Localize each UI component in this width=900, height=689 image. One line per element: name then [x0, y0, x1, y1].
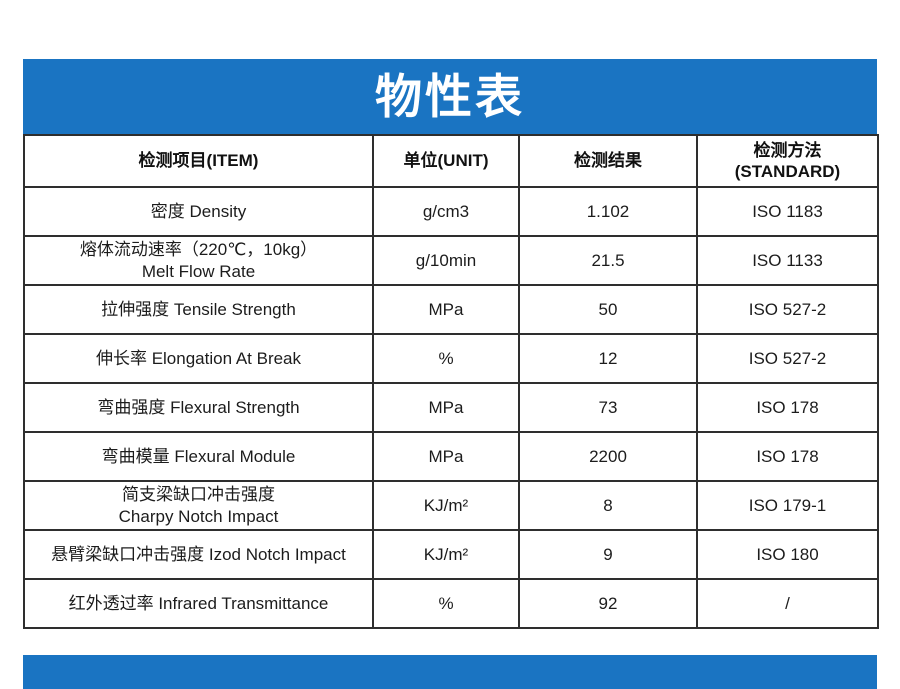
- standard-cell: ISO 1183: [696, 186, 879, 237]
- title-banner: 物性表: [23, 59, 877, 134]
- item-cell: 弯曲模量 Flexural Module: [23, 431, 374, 482]
- unit-cell: MPa: [372, 284, 520, 335]
- unit-cell: g/cm3: [372, 186, 520, 237]
- unit-cell: KJ/m²: [372, 529, 520, 580]
- result-cell: 73: [518, 382, 698, 433]
- standard-cell: ISO 180: [696, 529, 879, 580]
- table-row: 弯曲强度 Flexural Strength MPa 73 ISO 178: [23, 382, 879, 433]
- item-cell: 拉伸强度 Tensile Strength: [23, 284, 374, 335]
- column-header-item: 检测项目(ITEM): [23, 134, 374, 188]
- item-cell: 伸长率 Elongation At Break: [23, 333, 374, 384]
- result-cell: 21.5: [518, 235, 698, 286]
- item-cell: 熔体流动速率（220℃，10kg） Melt Flow Rate: [23, 235, 374, 286]
- bottom-banner: [23, 655, 877, 689]
- unit-cell: %: [372, 333, 520, 384]
- item-cell: 悬臂梁缺口冲击强度 Izod Notch Impact: [23, 529, 374, 580]
- result-cell: 92: [518, 578, 698, 629]
- standard-cell: ISO 179-1: [696, 480, 879, 531]
- table-row: 红外透过率 Infrared Transmittance % 92 /: [23, 578, 879, 629]
- result-cell: 8: [518, 480, 698, 531]
- result-cell: 12: [518, 333, 698, 384]
- column-header-unit: 单位(UNIT): [372, 134, 520, 188]
- unit-cell: g/10min: [372, 235, 520, 286]
- result-cell: 2200: [518, 431, 698, 482]
- item-cell: 密度 Density: [23, 186, 374, 237]
- item-cell: 红外透过率 Infrared Transmittance: [23, 578, 374, 629]
- table-row: 熔体流动速率（220℃，10kg） Melt Flow Rate g/10min…: [23, 235, 879, 286]
- result-cell: 9: [518, 529, 698, 580]
- table-row: 简支梁缺口冲击强度 Charpy Notch Impact KJ/m² 8 IS…: [23, 480, 879, 531]
- standard-cell: ISO 178: [696, 382, 879, 433]
- result-cell: 50: [518, 284, 698, 335]
- result-cell: 1.102: [518, 186, 698, 237]
- standard-cell: ISO 178: [696, 431, 879, 482]
- page-title: 物性表: [375, 70, 525, 123]
- unit-cell: MPa: [372, 382, 520, 433]
- table-row: 拉伸强度 Tensile Strength MPa 50 ISO 527-2: [23, 284, 879, 335]
- table-row: 悬臂梁缺口冲击强度 Izod Notch Impact KJ/m² 9 ISO …: [23, 529, 879, 580]
- standard-cell: /: [696, 578, 879, 629]
- table-body: 密度 Density g/cm3 1.102 ISO 1183 熔体流动速率（2…: [23, 186, 879, 629]
- standard-cell: ISO 1133: [696, 235, 879, 286]
- column-header-standard: 检测方法 (STANDARD): [696, 134, 879, 188]
- column-header-result: 检测结果: [518, 134, 698, 188]
- properties-table: 检测项目(ITEM) 单位(UNIT) 检测结果 检测方法 (STANDARD)…: [23, 134, 879, 629]
- unit-cell: MPa: [372, 431, 520, 482]
- unit-cell: KJ/m²: [372, 480, 520, 531]
- item-cell: 简支梁缺口冲击强度 Charpy Notch Impact: [23, 480, 374, 531]
- table-row: 伸长率 Elongation At Break % 12 ISO 527-2: [23, 333, 879, 384]
- standard-cell: ISO 527-2: [696, 333, 879, 384]
- table-row: 密度 Density g/cm3 1.102 ISO 1183: [23, 186, 879, 237]
- item-cell: 弯曲强度 Flexural Strength: [23, 382, 374, 433]
- unit-cell: %: [372, 578, 520, 629]
- standard-cell: ISO 527-2: [696, 284, 879, 335]
- table-row: 弯曲模量 Flexural Module MPa 2200 ISO 178: [23, 431, 879, 482]
- table-header-row: 检测项目(ITEM) 单位(UNIT) 检测结果 检测方法 (STANDARD): [23, 134, 879, 188]
- spec-sheet: 物性表 检测项目(ITEM) 单位(UNIT) 检测结果 检测方法 (STAND…: [23, 59, 879, 629]
